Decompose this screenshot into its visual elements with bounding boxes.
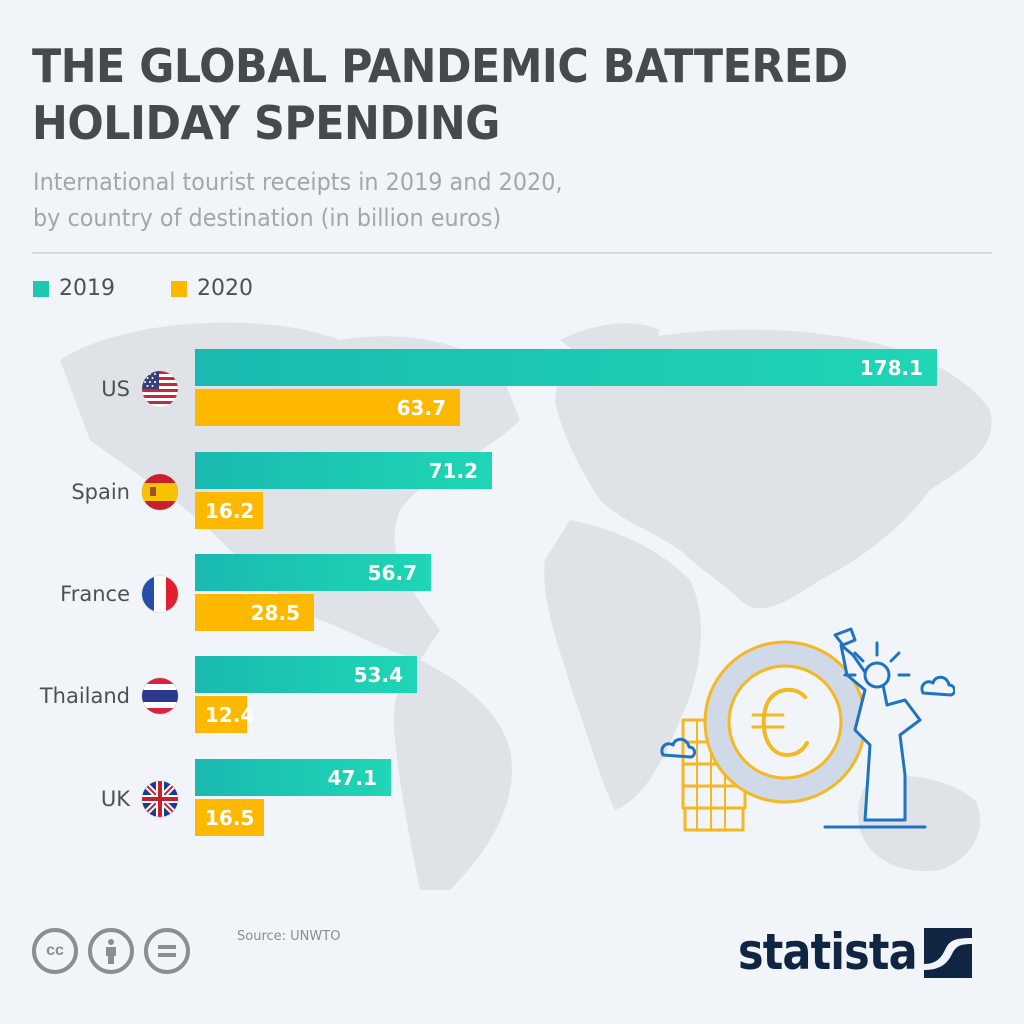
subtitle-line-1: International tourist receipts in 2019 a… xyxy=(33,168,563,196)
bar-group-france: France 56.7 28.5 xyxy=(0,554,1024,634)
statista-logo[interactable]: statista xyxy=(738,923,972,981)
equals-glyph-icon xyxy=(158,945,176,957)
bar-2020: 63.7 xyxy=(195,389,460,426)
chart-title: THE GLOBAL PANDEMIC BATTERED HOLIDAY SPE… xyxy=(32,38,962,152)
france-flag-icon xyxy=(142,576,178,612)
bar-2019: 53.4 xyxy=(195,656,417,693)
value-label: 71.2 xyxy=(428,458,478,483)
value-label: 178.1 xyxy=(859,355,923,380)
legend-item-2019: 2019 xyxy=(33,276,115,301)
legend-label-2019: 2019 xyxy=(59,276,115,301)
value-label: 47.1 xyxy=(327,765,377,790)
spain-flag-icon xyxy=(142,474,178,510)
cc-icon[interactable]: cc xyxy=(32,928,78,974)
legend-swatch-2019 xyxy=(33,280,49,297)
subtitle-line-2: by country of destination (in billion eu… xyxy=(33,204,502,232)
statista-wordmark: statista xyxy=(738,923,918,981)
attribution-icon[interactable] xyxy=(88,928,134,974)
country-label: UK xyxy=(100,787,130,811)
legend-swatch-2020 xyxy=(171,280,187,297)
country-label: Spain xyxy=(71,480,130,504)
no-derivatives-icon[interactable] xyxy=(144,928,190,974)
statista-mark-icon xyxy=(924,928,972,978)
value-label: 53.4 xyxy=(353,662,403,687)
cc-icon-label: cc xyxy=(46,942,64,959)
title-line-1: THE GLOBAL PANDEMIC BATTERED xyxy=(32,39,848,93)
source-note: Source: UNWTO xyxy=(237,929,341,944)
value-label: 56.7 xyxy=(367,560,417,585)
value-label: 63.7 xyxy=(396,395,446,420)
bar-group-spain: Spain 71.2 16.2 xyxy=(0,452,1024,532)
bar-group-us: US 178.1 63.7 xyxy=(0,349,1024,429)
bar-2020: 12.4 xyxy=(195,696,254,733)
person-glyph-icon xyxy=(106,939,116,964)
legend: 2019 2020 xyxy=(33,276,309,301)
bar-2019: 56.7 xyxy=(195,554,431,591)
bar-2020: 16.5 xyxy=(195,799,264,836)
euro-coins-statue-illustration xyxy=(660,627,955,832)
title-line-2: HOLIDAY SPENDING xyxy=(32,96,500,150)
bar-group-uk: UK 47.1 16.5 xyxy=(0,759,1024,839)
value-label: 16.2 xyxy=(205,498,255,523)
value-label: 12.4 xyxy=(205,702,255,727)
license-icons: cc xyxy=(32,928,190,974)
header-divider xyxy=(32,252,992,254)
chart-subtitle: International tourist receipts in 2019 a… xyxy=(33,164,684,236)
bar-2019: 178.1 xyxy=(195,349,937,386)
uk-flag-icon xyxy=(142,781,178,817)
bar-2019: 71.2 xyxy=(195,452,492,489)
country-label: US xyxy=(101,377,130,401)
thailand-flag-icon xyxy=(142,678,178,714)
legend-label-2020: 2020 xyxy=(197,276,253,301)
us-flag-icon xyxy=(142,371,178,407)
value-label: 16.5 xyxy=(205,805,255,830)
value-label: 28.5 xyxy=(250,600,300,625)
bar-2019: 47.1 xyxy=(195,759,391,796)
legend-item-2020: 2020 xyxy=(171,276,253,301)
country-label: France xyxy=(60,582,130,606)
bar-2020: 28.5 xyxy=(195,594,314,631)
country-label: Thailand xyxy=(39,684,130,708)
bar-group-thailand: Thailand 53.4 12.4 xyxy=(0,656,1024,736)
bar-2020: 16.2 xyxy=(195,492,263,529)
